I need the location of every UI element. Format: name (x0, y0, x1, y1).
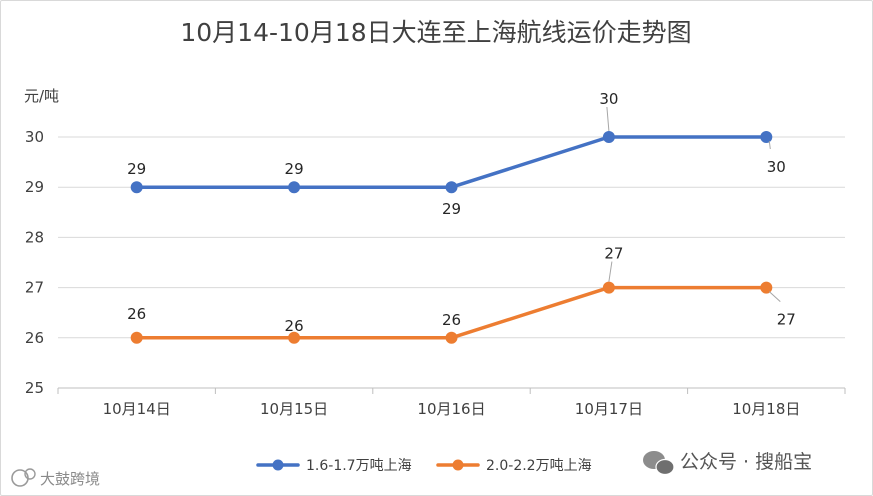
chart-title: 10月14-10月18日大连至上海航线运价走势图 (180, 18, 691, 47)
legend-label: 2.0-2.2万吨上海 (486, 458, 592, 474)
data-label: 29 (442, 200, 461, 218)
y-tick-label: 25 (25, 379, 44, 397)
left-watermark-icon (11, 468, 36, 487)
legend-swatch-marker (272, 459, 284, 471)
label-leader-line (768, 140, 771, 150)
data-point (288, 181, 301, 194)
data-point (130, 331, 143, 344)
y-tick-label: 27 (25, 279, 44, 297)
data-label: 27 (604, 245, 623, 263)
right-watermark-text: 公众号 · 搜船宝 (680, 451, 812, 473)
data-label: 29 (127, 160, 146, 178)
x-tick-label: 10月15日 (260, 400, 328, 418)
y-tick-label: 29 (25, 178, 44, 196)
data-label: 26 (442, 311, 461, 329)
legend-swatch-marker (452, 459, 464, 471)
data-label: 26 (285, 317, 304, 335)
legend: 1.6-1.7万吨上海 2.0-2.2万吨上海 (256, 458, 592, 474)
gridlines (58, 136, 845, 339)
series-line (134, 135, 769, 189)
y-tick-label: 26 (25, 329, 44, 347)
data-labels: 29 29 29 30 30 26 26 26 27 27 (127, 90, 796, 335)
data-point (288, 331, 301, 344)
y-tick-label: 30 (25, 128, 44, 146)
x-tick-label: 10月18日 (732, 400, 800, 418)
axes: 25 26 27 28 29 30 10月14日 10月15日 10月16日 10月17日 10月1… (25, 128, 846, 418)
left-watermark-text: 大鼓跨境 (40, 470, 100, 488)
data-point (445, 181, 458, 194)
y-tick-label: 28 (25, 228, 44, 246)
legend-label: 1.6-1.7万吨上海 (306, 458, 412, 474)
data-point (130, 181, 143, 194)
data-label: 27 (777, 311, 796, 329)
label-leader-line (608, 261, 613, 282)
series-group (130, 131, 773, 344)
x-tick-label: 10月17日 (575, 400, 643, 418)
wechat-icon (643, 451, 675, 476)
x-tick-label: 10月14日 (103, 400, 171, 418)
data-point (602, 131, 615, 143)
y-axis-unit-label: 元/吨 (24, 87, 59, 105)
data-label: 30 (599, 90, 618, 108)
label-leader-line (606, 106, 610, 132)
data-label: 29 (285, 160, 304, 178)
data-point (602, 281, 615, 294)
data-point (445, 331, 458, 344)
data-point (760, 281, 773, 294)
watermarks: 大鼓跨境 公众号 · 搜船宝 (11, 451, 812, 488)
data-label: 30 (767, 158, 786, 176)
x-tick-label: 10月16日 (417, 400, 485, 418)
label-leader-line (768, 291, 781, 302)
data-label: 26 (127, 305, 146, 323)
data-point (760, 131, 773, 143)
